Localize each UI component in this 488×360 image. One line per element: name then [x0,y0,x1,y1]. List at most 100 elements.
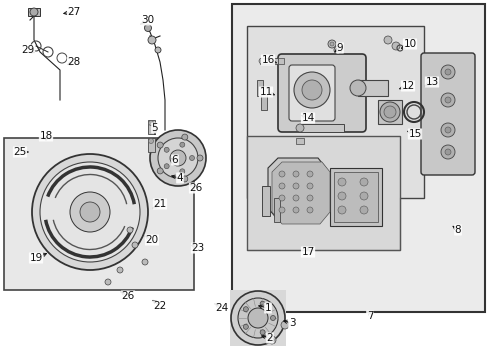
Polygon shape [267,158,325,220]
Circle shape [270,315,275,320]
Circle shape [302,80,321,100]
Circle shape [440,93,454,107]
Circle shape [80,202,100,222]
Circle shape [444,149,450,155]
FancyBboxPatch shape [288,65,334,121]
FancyBboxPatch shape [420,53,474,175]
Circle shape [329,42,333,46]
Circle shape [295,124,304,132]
Circle shape [243,307,248,312]
Circle shape [292,183,298,189]
Circle shape [349,80,365,96]
Circle shape [337,192,346,200]
Circle shape [292,195,298,201]
Circle shape [333,46,341,54]
Bar [148,120,155,134]
Circle shape [444,127,450,133]
Circle shape [337,178,346,186]
Circle shape [70,192,110,232]
Circle shape [142,259,148,265]
Circle shape [182,134,187,140]
Circle shape [359,192,367,200]
Circle shape [337,206,346,214]
Circle shape [440,65,454,79]
Text: 6: 6 [171,155,178,165]
Text: 10: 10 [403,39,416,49]
Circle shape [189,156,194,161]
Circle shape [144,24,151,31]
Text: 20: 20 [145,235,158,245]
Bar [28,8,40,16]
Circle shape [383,106,395,118]
Circle shape [132,242,138,248]
Circle shape [247,308,267,328]
Bar [4,138,194,290]
Circle shape [279,171,285,177]
Circle shape [327,40,335,48]
Text: 27: 27 [67,7,81,17]
Circle shape [180,142,184,147]
Text: 5: 5 [151,123,158,133]
Circle shape [293,72,329,108]
Bar [261,94,266,110]
Circle shape [260,301,264,306]
Circle shape [335,48,339,52]
Circle shape [197,155,203,161]
Text: 17: 17 [301,247,314,257]
Circle shape [379,102,399,122]
Circle shape [170,150,185,166]
Circle shape [158,138,198,178]
Circle shape [306,195,312,201]
Bar [278,58,284,64]
Text: 23: 23 [191,243,204,253]
Bar [260,58,278,64]
Circle shape [292,207,298,213]
Bar [329,168,381,226]
Circle shape [269,338,273,342]
Circle shape [230,291,285,345]
Circle shape [155,47,161,53]
Circle shape [148,121,153,126]
Circle shape [259,58,264,64]
Circle shape [383,36,391,44]
Circle shape [279,195,285,201]
Circle shape [127,227,133,233]
Text: 22: 22 [153,301,166,311]
Bar [273,198,280,222]
Text: 21: 21 [153,199,166,209]
Circle shape [359,206,367,214]
Bar [297,124,343,132]
Text: 7: 7 [366,311,372,321]
Bar [148,138,155,152]
Text: 15: 15 [407,129,421,139]
Circle shape [267,336,275,344]
Circle shape [117,267,123,273]
Text: 26: 26 [189,183,202,193]
Circle shape [440,145,454,159]
Circle shape [157,142,163,148]
Circle shape [281,321,288,329]
Circle shape [148,139,153,144]
Circle shape [440,123,454,137]
Text: 24: 24 [215,303,228,313]
Text: 8: 8 [454,225,460,235]
Text: 16: 16 [261,55,274,65]
Circle shape [148,36,156,44]
Bar [246,136,399,250]
Circle shape [32,154,148,270]
Text: 2: 2 [266,333,273,343]
Bar [357,80,387,96]
Circle shape [180,169,184,174]
Circle shape [40,162,140,262]
Bar [229,290,285,346]
Circle shape [292,171,298,177]
Text: 4: 4 [176,173,183,183]
Bar [377,100,401,124]
Text: 19: 19 [29,253,42,263]
Text: 18: 18 [40,131,53,141]
Bar [231,4,484,312]
Circle shape [444,97,450,103]
Text: 13: 13 [425,77,438,87]
Circle shape [164,164,169,169]
Text: 26: 26 [121,291,134,301]
